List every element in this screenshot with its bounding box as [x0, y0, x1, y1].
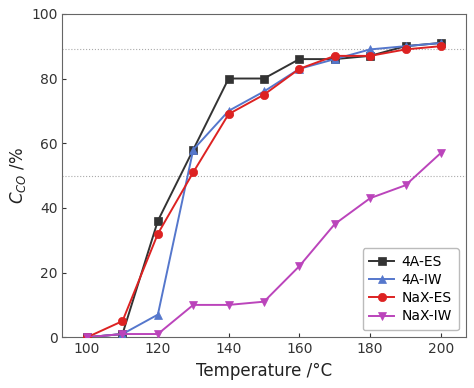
NaX-ES [191, 170, 196, 175]
4A-ES [155, 218, 161, 223]
4A-ES [332, 57, 337, 61]
4A-IW [191, 147, 196, 152]
4A-ES [119, 332, 125, 336]
NaX-IW [84, 335, 90, 340]
4A-IW [84, 335, 90, 340]
NaX-ES [226, 112, 231, 116]
Line: 4A-IW: 4A-IW [83, 39, 445, 341]
NaX-IW [191, 303, 196, 307]
4A-ES [226, 76, 231, 81]
4A-IW [155, 312, 161, 317]
NaX-ES [155, 231, 161, 236]
NaX-IW [332, 222, 337, 226]
NaX-ES [119, 319, 125, 324]
4A-ES [261, 76, 267, 81]
4A-IW [261, 89, 267, 94]
NaX-ES [367, 54, 373, 58]
NaX-IW [261, 300, 267, 304]
NaX-IW [438, 151, 444, 155]
NaX-ES [84, 335, 90, 340]
4A-IW [367, 47, 373, 52]
NaX-IW [226, 303, 231, 307]
NaX-IW [367, 196, 373, 201]
X-axis label: Temperature /°C: Temperature /°C [196, 362, 332, 380]
NaX-ES [297, 66, 302, 71]
Line: NaX-ES: NaX-ES [83, 42, 445, 341]
Line: NaX-IW: NaX-IW [83, 149, 445, 341]
4A-IW [332, 57, 337, 61]
4A-ES [403, 44, 409, 48]
4A-IW [119, 332, 125, 336]
NaX-IW [119, 332, 125, 336]
NaX-IW [155, 332, 161, 336]
NaX-IW [403, 183, 409, 187]
4A-IW [438, 41, 444, 45]
NaX-ES [261, 92, 267, 97]
4A-ES [297, 57, 302, 61]
4A-IW [297, 66, 302, 71]
Y-axis label: $C_{CO}$ /%: $C_{CO}$ /% [9, 147, 28, 204]
NaX-ES [332, 54, 337, 58]
NaX-IW [297, 264, 302, 268]
4A-IW [403, 44, 409, 48]
Legend: 4A-ES, 4A-IW, NaX-ES, NaX-IW: 4A-ES, 4A-IW, NaX-ES, NaX-IW [363, 248, 459, 330]
Line: 4A-ES: 4A-ES [83, 39, 445, 341]
4A-ES [438, 41, 444, 45]
4A-ES [367, 54, 373, 58]
NaX-ES [403, 47, 409, 52]
4A-IW [226, 109, 231, 113]
4A-ES [191, 147, 196, 152]
4A-ES [84, 335, 90, 340]
NaX-ES [438, 44, 444, 48]
